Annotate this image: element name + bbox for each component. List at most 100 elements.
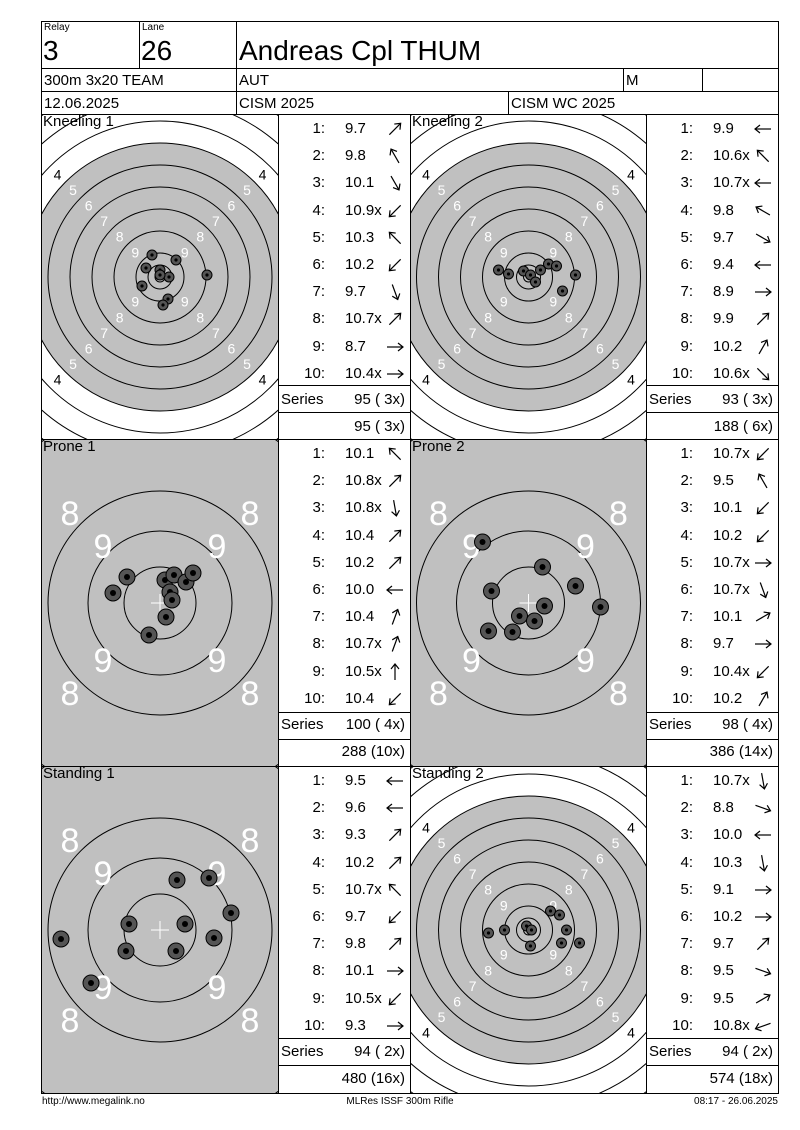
svg-text:4: 4 (259, 372, 267, 388)
direction-arrow-icon (385, 580, 405, 600)
series-label: Series (281, 391, 324, 408)
shot-value: 10.6x (713, 147, 750, 165)
direction-arrow-icon (385, 119, 405, 139)
shot-number: 8: (680, 635, 693, 653)
footer-timestamp: 08:17 - 26.06.2025 (694, 1096, 778, 1107)
svg-text:9: 9 (500, 294, 508, 310)
svg-text:7: 7 (580, 213, 588, 229)
shot-row: 10: 10.2 (647, 685, 777, 712)
shot-row: 1: 9.5 (279, 767, 409, 794)
shot-value: 10.4x (713, 662, 750, 680)
footer-software: MLRes ISSF 300m Rifle (346, 1096, 454, 1107)
svg-text:8: 8 (241, 675, 260, 713)
shot-value: 10.8x (345, 499, 382, 517)
direction-arrow-icon (385, 798, 405, 818)
direction-arrow-icon (385, 934, 405, 954)
svg-text:6: 6 (85, 198, 93, 214)
shot-number: 6: (680, 256, 693, 273)
shot-value: 10.2 (713, 337, 743, 355)
svg-text:5: 5 (243, 182, 251, 198)
shot-value: 9.9 (713, 120, 734, 137)
gender: M (626, 72, 639, 89)
shot-value: 9.5 (713, 989, 734, 1007)
shot-row: 6: 9.7 (279, 903, 409, 930)
direction-arrow-icon (753, 634, 773, 654)
shot-row: 5: 10.2 (279, 549, 409, 576)
shot-value: 9.3 (345, 1016, 366, 1034)
shot-value: 10.0 (713, 826, 743, 844)
direction-arrow-icon (753, 825, 773, 845)
shot-value: 9.1 (713, 880, 734, 898)
svg-text:9: 9 (94, 528, 113, 566)
svg-text:6: 6 (453, 993, 461, 1009)
shot-row: 3: 10.0 (647, 821, 777, 848)
svg-text:8: 8 (61, 675, 80, 713)
svg-text:9: 9 (549, 897, 557, 913)
shot-number: 5: (680, 553, 693, 571)
svg-text:8: 8 (609, 495, 628, 533)
shot-row: 10: 10.6x (647, 360, 777, 387)
series-label: Series (281, 716, 324, 733)
shot-value: 10.7x (713, 581, 750, 598)
shot-number: 10: (672, 364, 693, 382)
shot-value: 10.7x (713, 445, 750, 462)
direction-arrow-icon (385, 526, 405, 546)
svg-text:8: 8 (565, 309, 573, 325)
svg-text:7: 7 (212, 325, 220, 341)
svg-text:9: 9 (181, 294, 189, 310)
shot-number: 5: (312, 880, 325, 898)
direction-arrow-icon (753, 989, 773, 1009)
shot-number: 9: (680, 337, 693, 355)
svg-text:8: 8 (484, 882, 492, 898)
shot-number: 5: (680, 228, 693, 246)
shot-value: 9.5 (713, 962, 734, 980)
svg-text:9: 9 (131, 294, 139, 310)
shot-number: 4: (312, 201, 325, 219)
shot-row: 8: 10.7x (279, 630, 409, 657)
shot-row: 2: 9.6 (279, 794, 409, 821)
shot-number: 9: (680, 989, 693, 1007)
shot-number: 7: (680, 935, 693, 953)
shot-value: 10.2 (713, 526, 743, 544)
svg-text:4: 4 (54, 166, 62, 182)
shot-row: 9: 8.7 (279, 333, 409, 360)
shot-list-2: 1: 9.9 2: 10.6x 3: 10.7x 4: 9.8 5: 9.7 6: 9.4 7: 8.9 8… (647, 115, 777, 439)
shot-row: 4: 10.4 (279, 522, 409, 549)
shot-row: 8: 9.5 (647, 957, 777, 984)
svg-text:8: 8 (565, 882, 573, 898)
shot-value: 9.9 (713, 310, 734, 328)
direction-arrow-icon (753, 934, 773, 954)
direction-arrow-icon (385, 364, 405, 384)
shot-row: 6: 10.0 (279, 576, 409, 603)
shot-number: 7: (312, 935, 325, 953)
shot-number: 9: (680, 662, 693, 680)
shot-row: 4: 10.3 (647, 849, 777, 876)
svg-text:5: 5 (612, 835, 620, 851)
shot-row: 9: 10.2 (647, 333, 777, 360)
svg-text:8: 8 (241, 822, 260, 860)
cumulative-total: 386 (14x) (709, 743, 773, 760)
direction-arrow-icon (753, 444, 773, 464)
shot-number: 1: (680, 120, 693, 137)
shot-value: 10.3 (345, 228, 375, 246)
shot-list-1: 1: 9.7 2: 9.8 3: 10.1 4: 10.9x 5: 10.3 6: 10.2 7: 9.7… (279, 115, 409, 439)
shot-row: 1: 9.9 (647, 115, 777, 142)
direction-arrow-icon (753, 526, 773, 546)
shot-list-4: 1: 10.7x 2: 9.5 3: 10.1 4: 10.2 5: 10.7x 6: 10.7x 7:… (647, 440, 777, 764)
shot-row: 5: 9.7 (647, 224, 777, 251)
shot-list-6: 1: 10.7x 2: 8.8 3: 10.0 4: 10.3 5: 9.1 6: 10.2 7: 9.7… (647, 767, 777, 1091)
svg-text:7: 7 (469, 325, 477, 341)
direction-arrow-icon (753, 880, 773, 900)
shot-number: 9: (312, 989, 325, 1007)
svg-text:9: 9 (549, 947, 557, 963)
svg-text:6: 6 (596, 993, 604, 1009)
shot-row: 5: 10.7x (279, 876, 409, 903)
shot-row: 3: 10.7x (647, 169, 777, 196)
svg-text:8: 8 (241, 495, 260, 533)
shot-value: 9.5 (713, 472, 734, 490)
shot-value: 10.7x (713, 174, 750, 192)
svg-text:6: 6 (85, 340, 93, 356)
shot-list-5: 1: 9.5 2: 9.6 3: 9.3 4: 10.2 5: 10.7x 6: 9.7 7: 9.8 8:… (279, 767, 409, 1091)
shot-row: 9: 10.5x (279, 985, 409, 1012)
svg-text:6: 6 (596, 198, 604, 214)
